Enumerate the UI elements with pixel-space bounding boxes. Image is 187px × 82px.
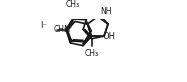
Text: N: N <box>64 25 70 34</box>
Text: I⁻: I⁻ <box>40 21 47 30</box>
Text: CH₃: CH₃ <box>54 25 68 34</box>
Text: NH: NH <box>100 7 111 16</box>
Text: CH₃: CH₃ <box>66 0 80 9</box>
Text: OH: OH <box>102 32 115 41</box>
Text: CH₃: CH₃ <box>85 49 99 58</box>
Text: +: + <box>67 25 71 30</box>
